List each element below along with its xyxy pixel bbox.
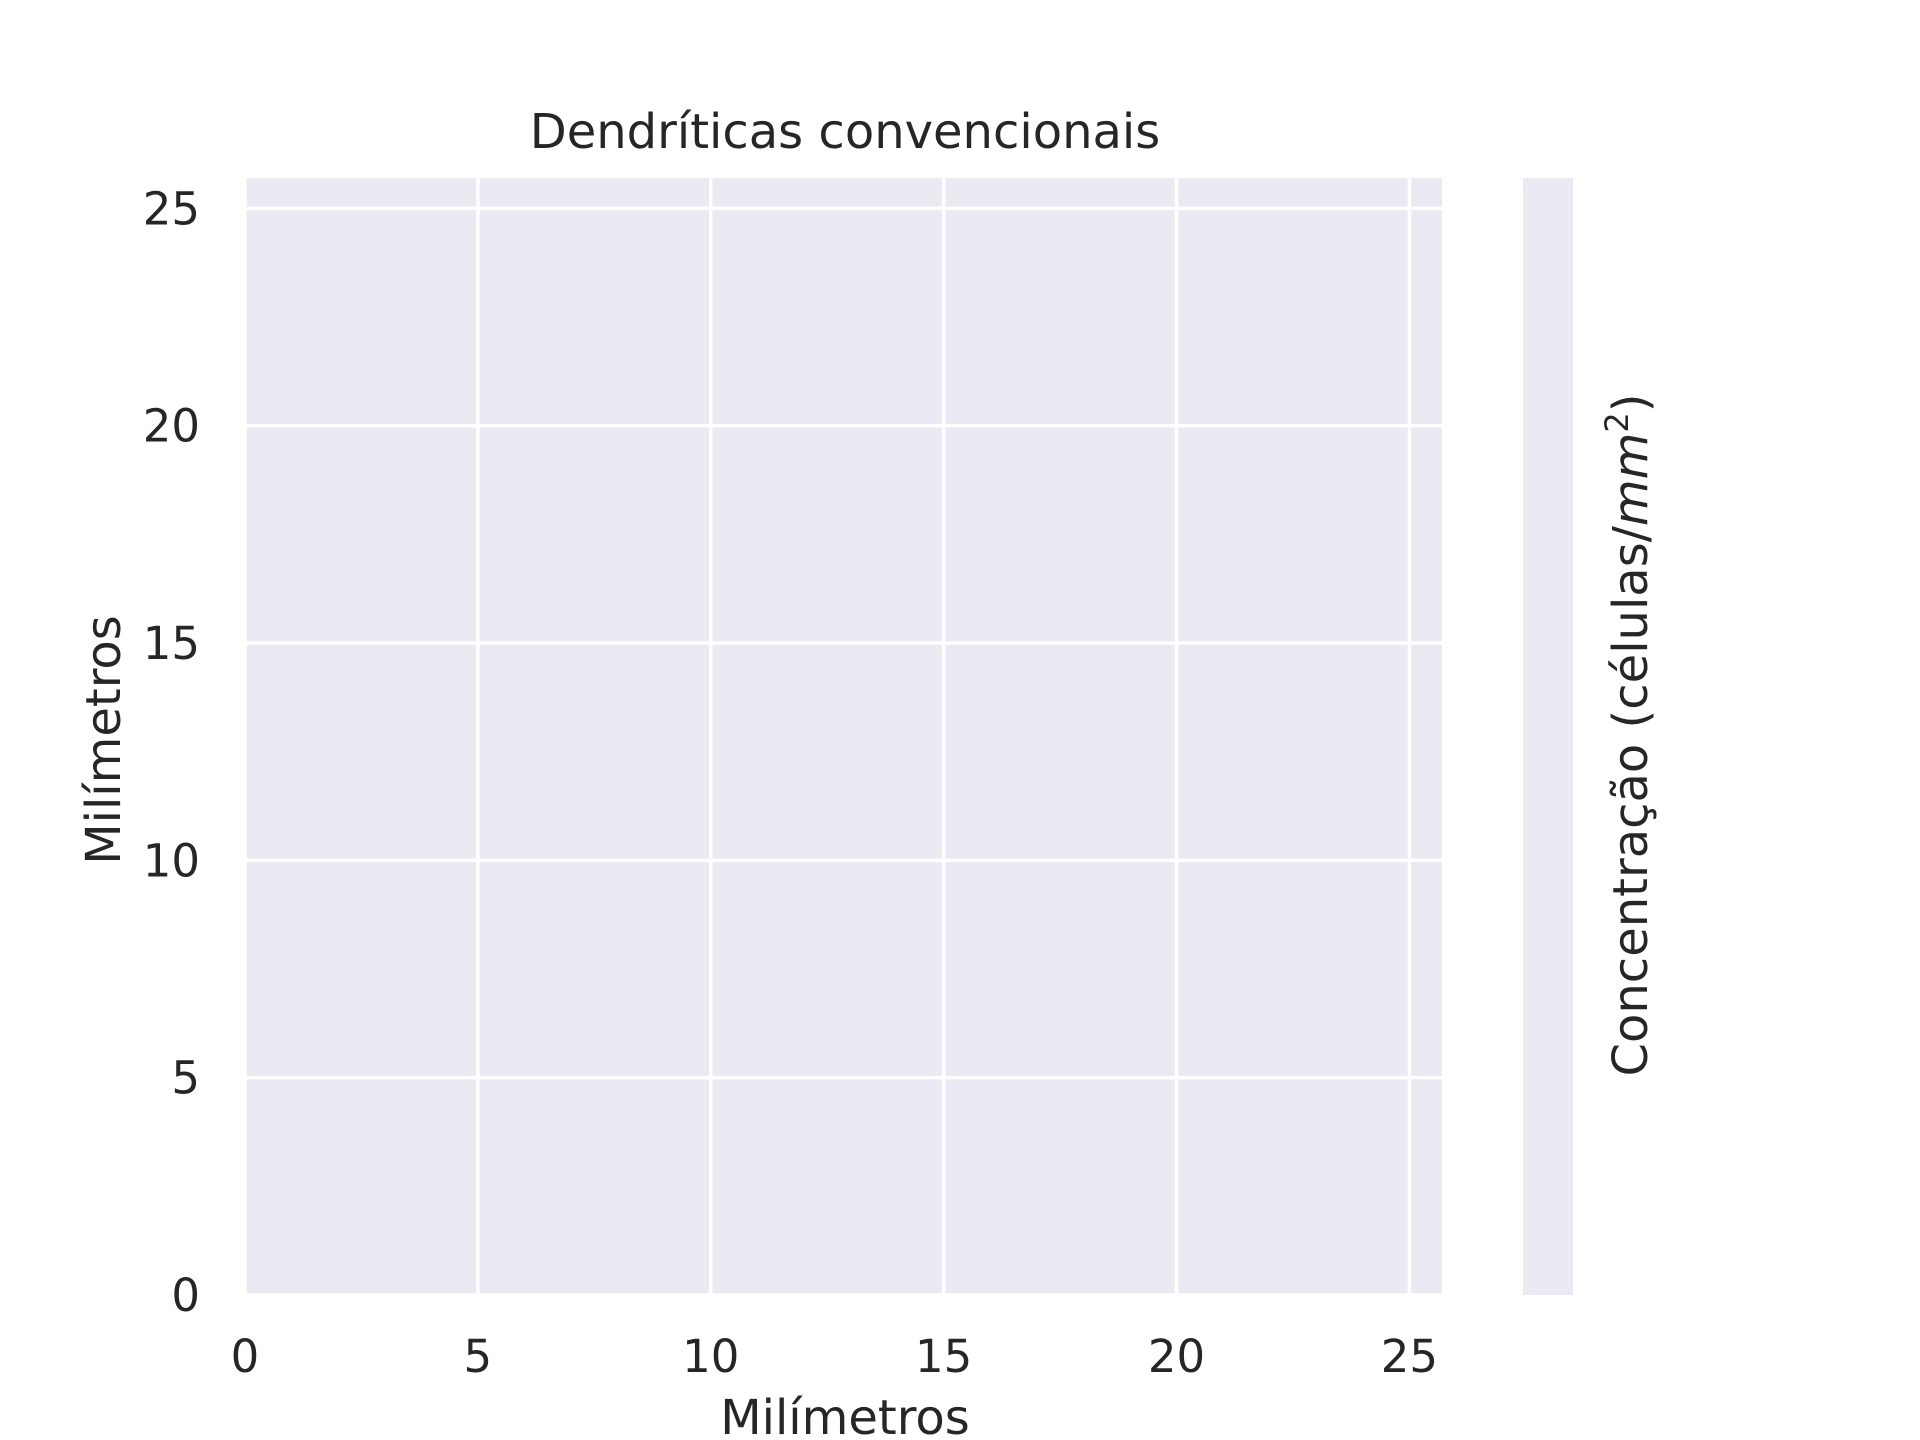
x-axis-label: Milímetros — [720, 1390, 970, 1440]
chart-title: Dendríticas convencionais — [530, 104, 1161, 160]
colorbar-label-unit: mm — [1603, 433, 1659, 527]
colorbar-label-main: Concentração (células/ — [1603, 525, 1659, 1076]
x-tick-label: 0 — [231, 1330, 260, 1383]
y-tick-labels: 0 5 10 15 20 25 — [143, 182, 200, 1322]
grid-lines — [243, 178, 1442, 1297]
colorbar-label-close: ) — [1603, 394, 1659, 413]
y-tick-label: 25 — [143, 182, 200, 235]
x-tick-label: 20 — [1148, 1330, 1205, 1383]
x-tick-labels: 0 5 10 15 20 25 — [231, 1330, 1438, 1383]
y-tick-label: 5 — [171, 1052, 200, 1105]
x-tick-label: 15 — [915, 1330, 972, 1383]
colorbar — [1523, 178, 1573, 1295]
x-tick-label: 10 — [682, 1330, 739, 1383]
y-tick-label: 10 — [143, 834, 200, 887]
colorbar-label-exponent: 2 — [1598, 412, 1636, 432]
colorbar-label: Concentração (células/mm2) — [1598, 394, 1659, 1077]
y-tick-label: 20 — [143, 400, 200, 453]
x-tick-label: 5 — [464, 1330, 493, 1383]
y-tick-label: 0 — [171, 1269, 200, 1322]
x-tick-label: 25 — [1381, 1330, 1438, 1383]
plot-area — [245, 178, 1442, 1295]
y-tick-label: 15 — [143, 617, 200, 670]
y-axis-label: Milímetros — [76, 615, 132, 865]
